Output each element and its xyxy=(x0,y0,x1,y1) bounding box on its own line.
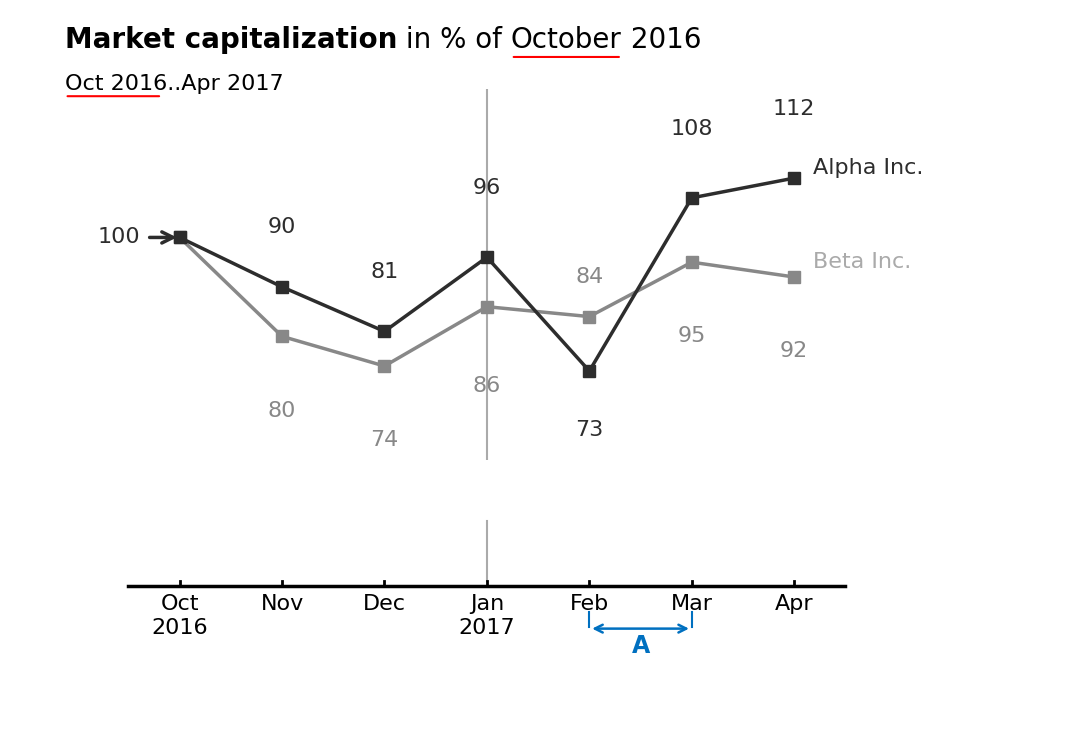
Text: 112: 112 xyxy=(773,99,816,119)
Text: 92: 92 xyxy=(780,341,808,361)
Text: Beta Inc.: Beta Inc. xyxy=(812,252,911,272)
Text: 74: 74 xyxy=(370,430,398,450)
Text: 108: 108 xyxy=(670,119,713,139)
Text: in % of: in % of xyxy=(397,26,510,54)
Text: Mar: Mar xyxy=(671,594,713,614)
Text: Oct
2016: Oct 2016 xyxy=(151,594,208,637)
Text: 95: 95 xyxy=(678,326,706,347)
Text: 81: 81 xyxy=(370,262,398,282)
Text: A: A xyxy=(631,634,650,657)
Text: Alpha Inc.: Alpha Inc. xyxy=(812,158,923,178)
Text: 86: 86 xyxy=(473,376,501,396)
Text: Nov: Nov xyxy=(260,594,303,614)
Text: 84: 84 xyxy=(575,267,603,287)
Text: Feb: Feb xyxy=(570,594,609,614)
Text: Jan
2017: Jan 2017 xyxy=(459,594,516,637)
Text: Oct 2016..Apr 2017: Oct 2016..Apr 2017 xyxy=(65,74,284,94)
Text: October: October xyxy=(510,26,622,54)
Text: 73: 73 xyxy=(575,420,603,440)
Text: 80: 80 xyxy=(268,401,297,421)
Text: Dec: Dec xyxy=(363,594,406,614)
Text: Market capitalization: Market capitalization xyxy=(65,26,397,54)
Text: 90: 90 xyxy=(268,217,297,237)
Text: 2016: 2016 xyxy=(622,26,701,54)
Text: 96: 96 xyxy=(473,178,501,198)
Text: Apr: Apr xyxy=(775,594,814,614)
Text: 100: 100 xyxy=(98,228,140,247)
